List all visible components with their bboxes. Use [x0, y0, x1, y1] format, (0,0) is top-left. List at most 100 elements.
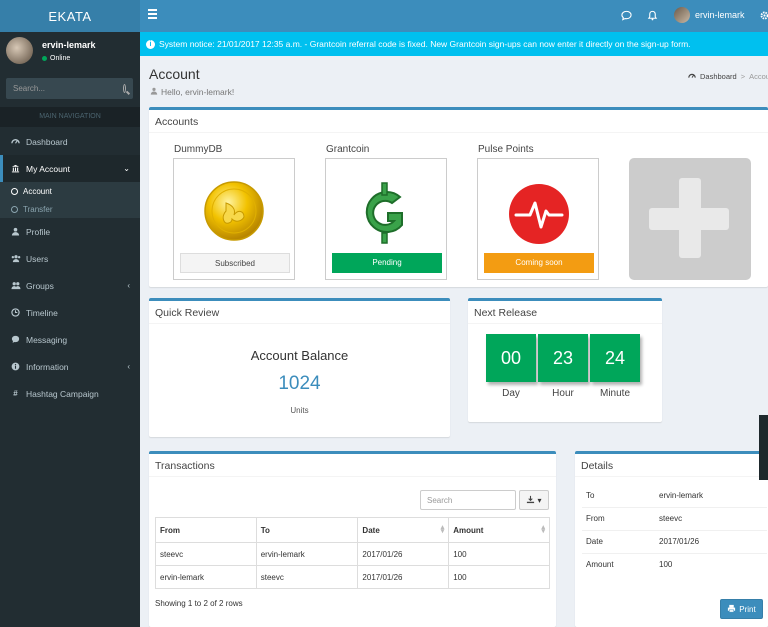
gold-coin-icon	[204, 181, 264, 241]
print-button[interactable]: Print	[720, 599, 763, 619]
breadcrumb-current: Account	[749, 72, 768, 81]
user-icon	[11, 227, 20, 236]
breadcrumb: Dashboard > Account	[688, 72, 768, 82]
detail-row: Amount 100	[582, 552, 767, 576]
circle-icon	[11, 187, 18, 195]
account-card-grantcoin[interactable]: Pending	[325, 158, 447, 280]
table-cell: ervin-lemark	[155, 565, 257, 589]
avatar	[6, 37, 33, 64]
sidebar-item-profile[interactable]: Profile	[0, 218, 140, 245]
export-icon	[526, 495, 535, 506]
sidebar-item-groups[interactable]: Groups ‹	[0, 272, 140, 299]
sidebar-item-my-account[interactable]: My Account ⌄	[0, 155, 140, 182]
detail-value: 100	[659, 552, 767, 576]
quick-review-title: Quick Review	[149, 301, 450, 324]
table-cell: 2017/01/26	[357, 565, 449, 589]
clock-icon	[11, 308, 20, 317]
sidebar-item-dashboard[interactable]: Dashboard	[0, 128, 140, 155]
accounts-box-title: Accounts	[149, 110, 768, 133]
feedback-tab[interactable]	[759, 415, 768, 480]
sidebar-item-messaging[interactable]: Messaging	[0, 326, 140, 353]
messages-icon[interactable]	[620, 10, 632, 22]
detail-value: steevc	[659, 506, 767, 530]
column-header-date[interactable]: Date ▴ ▾	[357, 517, 450, 543]
detail-key: From	[582, 506, 659, 530]
details-title: Details	[575, 454, 768, 477]
sidebar-item-label: My Account	[26, 163, 70, 174]
sidebar-toggle-icon[interactable]	[148, 9, 157, 19]
sidebar-item-label: Groups	[26, 280, 54, 291]
online-status-label: Online	[50, 55, 71, 62]
export-button[interactable]: ▾	[519, 490, 549, 510]
sidebar-item-users[interactable]: Users	[0, 245, 140, 272]
grantcoin-g-icon	[365, 182, 403, 244]
breadcrumb-home[interactable]: Dashboard	[700, 72, 737, 81]
table-header-row: From To Date ▴ ▾ Amount ▴ ▾	[155, 517, 550, 543]
gears-icon[interactable]	[758, 10, 768, 22]
account-balance-label: Account Balance	[250, 348, 349, 363]
account-balance-unit: Units	[290, 406, 309, 415]
sidebar-subitem-transfer[interactable]: Transfer	[0, 200, 140, 218]
account-name-dummydb: DummyDB	[174, 144, 223, 155]
system-notice: i System notice: 21/01/2017 12:35 a.m. -…	[140, 32, 768, 56]
sidebar-item-label: Information	[26, 361, 69, 372]
users-icon	[11, 254, 21, 263]
detail-key: Date	[582, 529, 659, 553]
account-card-pulse-points[interactable]: Coming soon	[477, 158, 599, 280]
page-title: Account	[149, 66, 200, 82]
search-icon[interactable]	[123, 84, 126, 93]
chevron-left-icon: ‹	[127, 281, 130, 290]
detail-row: To ervin-lemark	[582, 484, 767, 507]
transactions-table: From To Date ▴ ▾ Amount ▴ ▾ steevc ervin-lem…	[155, 517, 550, 589]
nav-header: MAIN NAVIGATION	[0, 107, 140, 127]
sidebar-item-label: Profile	[26, 226, 51, 237]
column-header-amount[interactable]: Amount ▴ ▾	[448, 517, 550, 543]
sidebar-search-input[interactable]	[13, 84, 123, 93]
pulse-heartbeat-icon	[509, 184, 569, 244]
sidebar-subitem-label: Account	[23, 186, 52, 196]
dashboard-icon	[11, 137, 20, 146]
caret-down-icon: ▾	[537, 495, 542, 505]
detail-value: 2017/01/26	[659, 529, 767, 553]
table-row[interactable]: steevc ervin-lemark 2017/01/26 100	[155, 542, 550, 566]
account-name-grantcoin: Grantcoin	[326, 144, 370, 155]
column-header-from[interactable]: From	[155, 517, 257, 543]
avatar	[674, 7, 690, 23]
sidebar-user-name: ervin-lemark	[42, 40, 96, 50]
transactions-search-input[interactable]	[420, 490, 516, 510]
notifications-bell-icon[interactable]	[646, 10, 658, 22]
table-cell: steevc	[255, 565, 358, 589]
status-badge: Pending	[332, 253, 442, 273]
countdown-minute-tile: 24	[590, 334, 640, 382]
table-cell: ervin-lemark	[255, 542, 358, 566]
sidebar-subitem-label: Transfer	[23, 204, 53, 214]
system-notice-text: System notice: 21/01/2017 12:35 a.m. - G…	[159, 39, 691, 49]
detail-row: Date 2017/01/26	[582, 529, 767, 553]
sidebar-item-hashtag-campaign[interactable]: # Hashtag Campaign	[0, 380, 140, 407]
chat-icon	[11, 335, 20, 344]
next-release-title: Next Release	[468, 301, 662, 324]
info-circle-icon: i	[146, 39, 155, 49]
circle-icon	[11, 205, 18, 213]
add-account-button[interactable]	[629, 158, 751, 280]
sidebar-item-label: Messaging	[26, 334, 68, 345]
sidebar-item-timeline[interactable]: Timeline	[0, 299, 140, 326]
sidebar-user-panel: ervin-lemark Online	[0, 32, 140, 74]
detail-key: Amount	[582, 552, 659, 576]
account-card-dummydb[interactable]: Subscribed	[173, 158, 295, 280]
sort-icon: ▴ ▾	[541, 524, 545, 535]
detail-row: From steevc	[582, 506, 767, 530]
print-button-label: Print	[739, 604, 756, 614]
column-header-to[interactable]: To	[255, 517, 359, 543]
sidebar-search	[6, 78, 133, 99]
groups-icon	[11, 281, 21, 290]
pagination-info: Showing 1 to 2 of 2 rows	[155, 599, 243, 608]
transactions-title: Transactions	[149, 454, 556, 477]
table-row[interactable]: ervin-lemark steevc 2017/01/26 100	[155, 565, 550, 589]
details-table: To ervin-lemark From steevc Date 2017/01…	[582, 484, 767, 576]
next-release-box: Next Release 00 23 24 Day Hour Minute	[468, 298, 662, 422]
sidebar-subitem-account[interactable]: Account	[0, 182, 140, 200]
user-menu[interactable]: ervin-lemark	[674, 7, 745, 23]
app-logo[interactable]: EKATA	[0, 0, 140, 32]
sidebar-item-information[interactable]: Information ‹	[0, 353, 140, 380]
